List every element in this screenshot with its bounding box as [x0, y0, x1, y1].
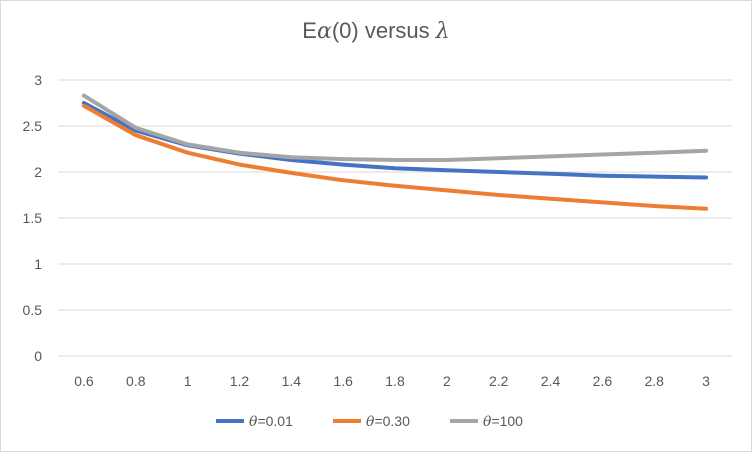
legend-value: =100 — [491, 413, 523, 429]
y-tick-label: 2 — [34, 164, 42, 180]
title-lambda: λ — [435, 19, 450, 44]
legend-label-0: θ=0.01 — [249, 413, 293, 430]
x-tick-label: 2.2 — [489, 373, 509, 389]
x-tick-label: 2.6 — [593, 373, 613, 389]
legend-label-1: θ=0.30 — [366, 413, 410, 430]
y-tick-label: 1 — [34, 256, 42, 272]
x-tick-label: 1 — [184, 373, 192, 389]
x-tick-label: 1.8 — [385, 373, 405, 389]
y-tick-label: 0.5 — [23, 302, 43, 318]
title-middle: (0) versus — [331, 18, 436, 43]
gridlines — [58, 79, 732, 357]
legend: θ=0.01 θ=0.30 θ=100 — [216, 413, 523, 430]
legend-theta-symbol: θ — [366, 414, 375, 430]
y-tick-label: 3 — [34, 72, 42, 88]
x-tick-label: 2.8 — [644, 373, 664, 389]
x-tick-label: 0.6 — [74, 373, 94, 389]
y-tick-label: 2.5 — [23, 118, 43, 134]
series-lines — [81, 93, 709, 211]
title-prefix: E — [302, 18, 317, 43]
legend-theta-symbol: θ — [483, 414, 492, 430]
y-tick-label: 0 — [34, 348, 42, 364]
x-tick-label: 2.4 — [541, 373, 561, 389]
legend-value: =0.01 — [257, 413, 293, 429]
legend-value: =0.30 — [374, 413, 410, 429]
chart-title: Eα(0) versus λ — [0, 18, 752, 44]
y-tick-label: 1.5 — [23, 210, 43, 226]
title-alpha: α — [316, 19, 332, 44]
legend-theta-symbol: θ — [249, 414, 258, 430]
x-tick-label: 2 — [443, 373, 451, 389]
y-axis-tick-labels: 0 0.5 1 1.5 2 2.5 3 — [23, 72, 43, 364]
legend-label-2: θ=100 — [483, 413, 523, 430]
x-tick-label: 1.6 — [333, 373, 353, 389]
series-line-2 — [81, 93, 709, 162]
x-tick-label: 3 — [702, 373, 710, 389]
x-tick-label: 1.2 — [230, 373, 250, 389]
x-axis-tick-labels: 0.6 0.8 1 1.2 1.4 1.6 1.8 2 2.2 2.4 2.6 2.8 3 — [74, 373, 710, 389]
series-line-1 — [81, 103, 709, 211]
x-tick-label: 0.8 — [126, 373, 146, 389]
x-tick-label: 1.4 — [282, 373, 302, 389]
